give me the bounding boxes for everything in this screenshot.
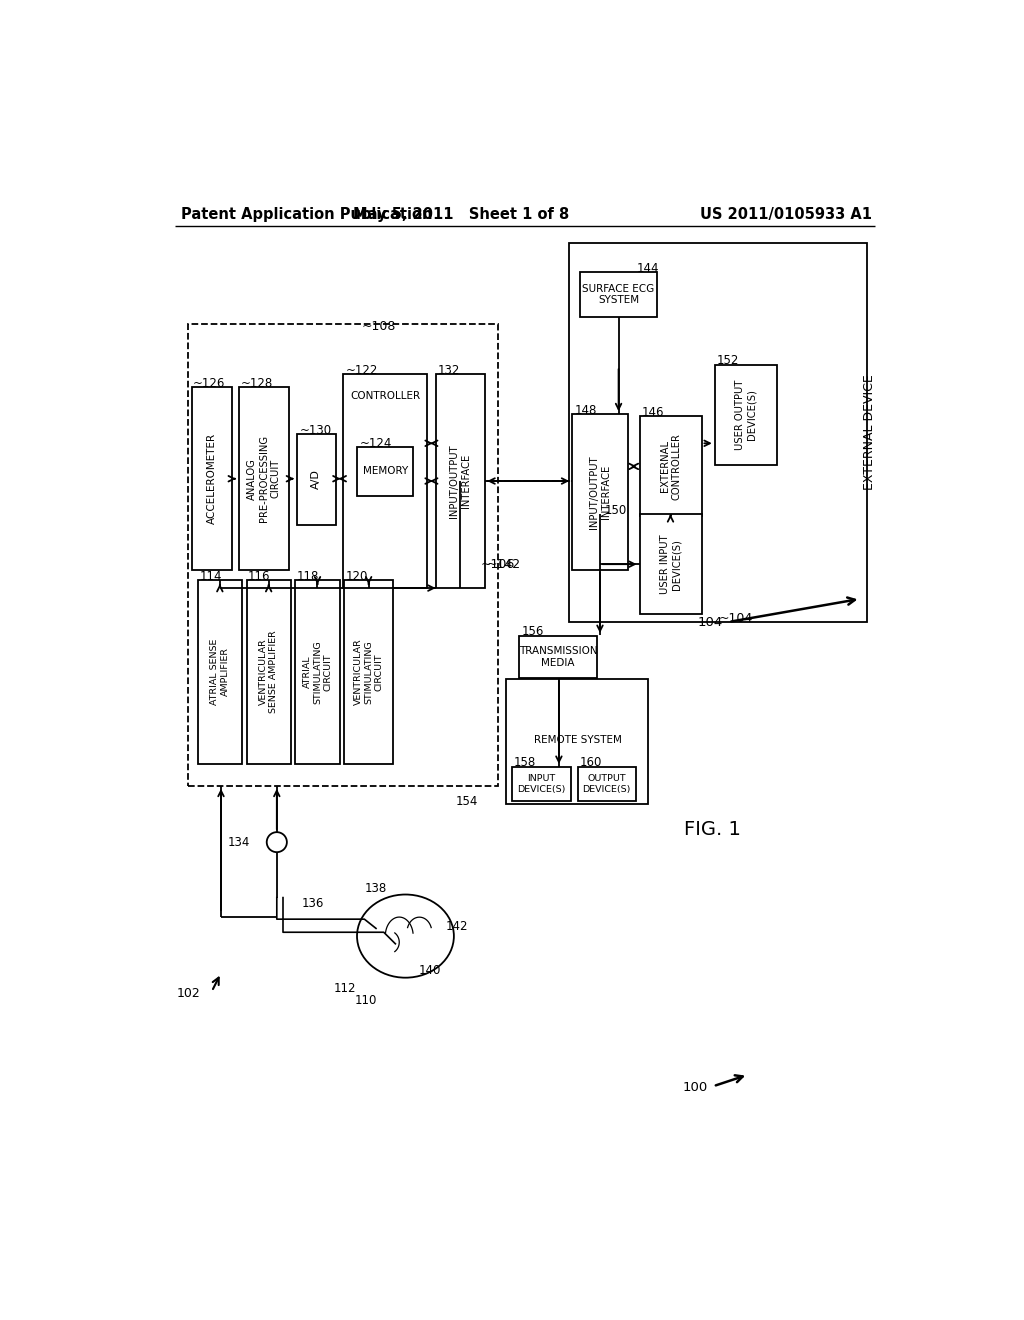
Text: ATRIAL SENSE
AMPLIFIER: ATRIAL SENSE AMPLIFIER [210,639,229,705]
Text: VENTRICULAR
SENSE AMPLIFIER: VENTRICULAR SENSE AMPLIFIER [259,631,279,713]
Text: 138: 138 [365,882,387,895]
Text: 154: 154 [456,795,478,808]
Text: ~124: ~124 [359,437,392,450]
Text: REMOTE SYSTEM: REMOTE SYSTEM [534,735,622,744]
Text: 150: 150 [604,504,627,517]
Bar [580,272,657,317]
Text: OUTPUT
DEVICE(S): OUTPUT DEVICE(S) [583,775,631,793]
Text: VENTRICULAR
STIMULATING
CIRCUIT: VENTRICULAR STIMULATING CIRCUIT [353,639,384,705]
Text: 156: 156 [521,626,544,639]
Text: ~142: ~142 [486,558,521,572]
Text: MEMORY: MEMORY [362,466,408,477]
Text: ~130: ~130 [299,424,332,437]
Text: 118: 118 [297,570,319,583]
Text: US 2011/0105933 A1: US 2011/0105933 A1 [700,207,872,222]
Bar [435,374,484,589]
Bar [247,581,291,763]
Text: ~108: ~108 [362,319,396,333]
Text: ATRIAL
STIMULATING
CIRCUIT: ATRIAL STIMULATING CIRCUIT [302,640,333,704]
Bar [572,414,628,570]
Bar [198,581,242,763]
Text: 120: 120 [346,570,369,583]
Text: TRANSMISSION
MEDIA: TRANSMISSION MEDIA [519,647,597,668]
Text: SURFACE ECG
SYSTEM: SURFACE ECG SYSTEM [583,284,654,305]
Text: 146: 146 [642,407,665,418]
Bar [239,387,289,570]
Bar [344,581,393,763]
Text: EXTERNAL DEVICE: EXTERNAL DEVICE [863,375,877,491]
Text: 132: 132 [438,363,461,376]
Text: INPUT/OUTPUT
INTERFACE: INPUT/OUTPUT INTERFACE [450,445,471,517]
Text: 152: 152 [717,354,739,367]
Bar [640,416,701,516]
Bar [297,434,336,525]
Text: 148: 148 [574,404,597,417]
Text: 104: 104 [698,616,723,630]
Text: ACCELEROMETER: ACCELEROMETER [207,433,217,524]
Bar [715,364,776,465]
Bar [357,447,414,496]
Text: 114: 114 [200,570,222,583]
Text: 136: 136 [302,898,324,911]
Text: 112: 112 [334,982,356,995]
Text: May 5, 2011   Sheet 1 of 8: May 5, 2011 Sheet 1 of 8 [353,207,569,222]
Text: 144: 144 [636,261,658,275]
Text: Patent Application Publication: Patent Application Publication [180,207,432,222]
Ellipse shape [357,895,454,978]
Text: ANALOG
PRE-PROCESSING
CIRCUIT: ANALOG PRE-PROCESSING CIRCUIT [248,436,281,523]
Bar [519,636,597,678]
Text: USER OUTPUT
DEVICE(S): USER OUTPUT DEVICE(S) [735,380,757,450]
Text: 160: 160 [580,756,602,770]
Bar [191,387,231,570]
Bar [295,581,340,763]
Text: ~122: ~122 [346,363,378,376]
Text: 158: 158 [514,756,537,770]
Bar [640,513,701,614]
Text: ~128: ~128 [241,376,273,389]
Text: 100: 100 [682,1081,708,1093]
Text: CONTROLLER: CONTROLLER [350,391,421,400]
Text: 110: 110 [355,994,378,1007]
Circle shape [266,832,287,853]
Bar [578,767,636,801]
Bar [506,678,648,804]
Text: EXTERNAL
CONTROLLER: EXTERNAL CONTROLLER [659,433,681,500]
Text: 102: 102 [176,986,200,999]
Text: ~104: ~104 [719,612,753,626]
Text: INPUT
DEVICE(S): INPUT DEVICE(S) [517,775,565,793]
Bar [569,243,867,622]
Text: INPUT/OUTPUT
INTERFACE: INPUT/OUTPUT INTERFACE [589,455,610,528]
Text: 142: 142 [445,920,468,933]
Text: A/D: A/D [311,470,322,490]
Bar [188,323,499,785]
Text: ~126: ~126 [193,376,224,389]
Bar [343,374,427,589]
Text: 116: 116 [248,570,270,583]
Text: USER INPUT
DEVICE(S): USER INPUT DEVICE(S) [659,535,681,594]
Text: 134: 134 [228,836,251,849]
Bar [512,767,570,801]
Text: 140: 140 [419,964,441,977]
Text: FIG. 1: FIG. 1 [684,820,741,840]
Text: ~106: ~106 [480,558,515,572]
